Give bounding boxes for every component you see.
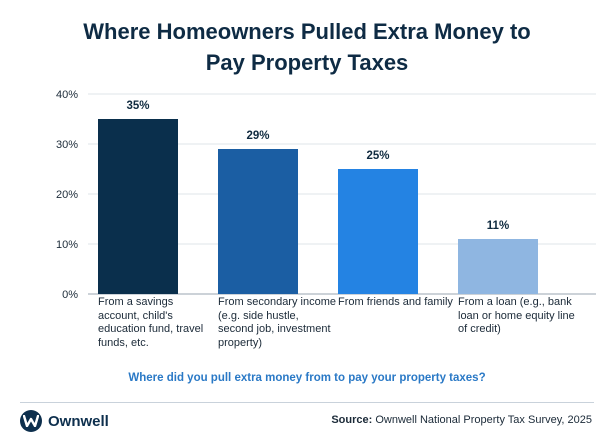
x-axis-question: Where did you pull extra money from to p… [128, 372, 486, 384]
bars [98, 119, 538, 294]
source-note: Source: Ownwell National Property Tax Su… [331, 414, 592, 426]
y-tick-label: 40% [56, 89, 78, 101]
ownwell-logo: Ownwell [20, 408, 109, 434]
source-text: Ownwell National Property Tax Survey, 20… [375, 414, 592, 426]
category-label: From a loan (e.g., bank loan or home equ… [458, 296, 575, 335]
bar [98, 119, 178, 294]
y-tick-label: 0% [62, 289, 78, 301]
bar-value-label: 35% [126, 100, 149, 112]
chart-title-line-2: Pay Property Taxes [205, 50, 409, 75]
source-label: Source: [331, 414, 373, 426]
brand-name: Ownwell [48, 412, 109, 430]
category-label: From friends and family [338, 296, 453, 308]
bar [218, 149, 298, 294]
bar [338, 169, 418, 294]
bar-value-label: 11% [487, 220, 509, 232]
chart-title: Where Homeowners Pulled Extra Money to P… [0, 16, 614, 78]
y-tick-label: 10% [56, 239, 78, 251]
bar-value-labels: 35% 29% 25% 11% [126, 100, 509, 232]
bar [458, 239, 538, 294]
y-tick-label: 20% [56, 189, 78, 201]
category-label: From secondary income (e.g. side hustle,… [218, 296, 336, 349]
y-tick-label: 30% [56, 139, 78, 151]
chart-title-line-1: Where Homeowners Pulled Extra Money to [83, 19, 531, 44]
ownwell-logo-icon [20, 410, 42, 432]
bar-value-label: 29% [246, 130, 269, 142]
category-label: From a savings account, child's educatio… [98, 296, 204, 349]
footer-divider [20, 402, 594, 403]
bar-value-label: 25% [366, 150, 389, 162]
y-axis-tick-labels: 0% 10% 20% 30% 40% [56, 89, 78, 301]
